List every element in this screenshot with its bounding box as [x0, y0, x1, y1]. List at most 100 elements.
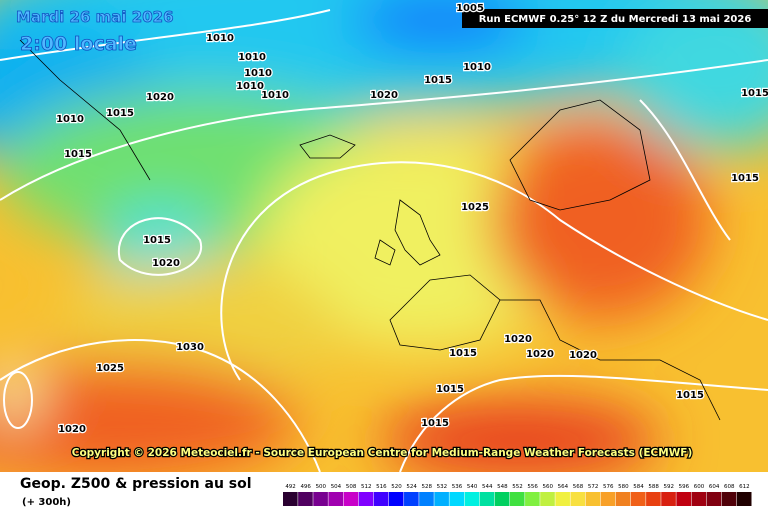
- scale-swatch: [343, 492, 359, 506]
- scale-swatch: [494, 492, 510, 506]
- scale-label: 524: [406, 484, 417, 490]
- scale-swatch: [358, 492, 374, 506]
- scale-label: 572: [588, 484, 599, 490]
- scale-swatch: [600, 492, 616, 506]
- scale-label: 592: [664, 484, 675, 490]
- isobar-label: 1020: [370, 90, 398, 101]
- isobar-label: 1015: [64, 149, 92, 160]
- isobar-label: 1020: [146, 92, 174, 103]
- scale-swatch: [615, 492, 631, 506]
- scale-swatch: [479, 492, 495, 506]
- isobar-label: 1010: [463, 62, 491, 73]
- scale-label: 540: [467, 484, 478, 490]
- isobar-label: 1025: [461, 202, 489, 213]
- isobar-labels: 1005101010101010101010101015101010201020…: [55, 2, 768, 437]
- isobar-label: 1015: [143, 235, 171, 246]
- scale-swatch: [419, 492, 434, 506]
- copyright: Copyright © 2026 Meteociel.fr - Source E…: [72, 447, 693, 459]
- isobar-label: 1020: [526, 349, 554, 360]
- scale-swatch: [585, 492, 601, 506]
- scale-label: 584: [633, 484, 644, 490]
- isobars: [0, 9, 768, 472]
- map-field: [0, 0, 768, 472]
- scale-label: 544: [482, 484, 493, 490]
- scale-swatch: [691, 492, 707, 506]
- scale-label: 556: [527, 484, 538, 490]
- run-banner: [462, 9, 768, 28]
- isobar-label: 1030: [176, 342, 204, 353]
- scale-swatch: [464, 492, 480, 506]
- scale-label: 576: [603, 484, 614, 490]
- scale-label: 528: [421, 484, 432, 490]
- footer-lead: (+ 300h): [22, 497, 71, 508]
- scale-swatch: [313, 492, 328, 506]
- scale-swatch: [298, 492, 313, 506]
- isobar-label: 1015: [436, 384, 464, 395]
- scale-label: 548: [497, 484, 508, 490]
- scale-label: 564: [558, 484, 569, 490]
- scale-label: 552: [512, 484, 523, 490]
- color-scale: 492 496 500 504 508 512 516 520 524 528 532 536 540 5…: [283, 484, 752, 506]
- scale-label: 600: [694, 484, 705, 490]
- scale-label: 492: [285, 484, 296, 490]
- scale-label: 596: [679, 484, 690, 490]
- isobar-label: 1015: [421, 418, 449, 429]
- forecast-date: Mardi 26 mai 2026: [16, 8, 174, 26]
- isobar-label: 1025: [96, 363, 124, 374]
- scale-swatch: [676, 492, 691, 506]
- isobar-label: 1020: [504, 334, 532, 345]
- scale-swatch: [570, 492, 586, 506]
- scale-label: 532: [437, 484, 448, 490]
- run-info: Run ECMWF 0.25° 12 Z du Mercredi 13 mai …: [479, 14, 752, 25]
- isobar-label: 1010: [261, 90, 289, 101]
- scale-swatch: [509, 492, 525, 506]
- scale-swatch: [449, 492, 465, 506]
- scale-label: 500: [316, 484, 327, 490]
- scale-swatch: [388, 492, 404, 506]
- isobar-label: 1020: [152, 258, 180, 269]
- scale-swatch: [540, 492, 555, 506]
- scale-swatch: [373, 492, 389, 506]
- scale-swatch: [434, 492, 449, 506]
- scale-label: 536: [452, 484, 463, 490]
- scale-swatch: [646, 492, 661, 506]
- isobar-label: 1010: [56, 114, 84, 125]
- scale-label: 608: [724, 484, 735, 490]
- isobar-label: 1010: [206, 33, 234, 44]
- scale-swatch: [283, 492, 298, 506]
- scale-swatch: [525, 492, 540, 506]
- scale-swatch: [661, 492, 676, 506]
- isobar-label: 1015: [731, 173, 759, 184]
- scale-label: 612: [739, 484, 750, 490]
- scale-label: 568: [573, 484, 584, 490]
- isobar-label: 1005: [456, 3, 484, 14]
- isobar-label: 1020: [569, 350, 597, 361]
- scale-label: 516: [376, 484, 387, 490]
- scale-label: 588: [648, 484, 659, 490]
- isobar-label: 1015: [741, 88, 768, 99]
- scale-label: 560: [543, 484, 554, 490]
- scale-swatch: [630, 492, 646, 506]
- scale-swatch: [328, 492, 344, 506]
- scale-swatch: [404, 492, 419, 506]
- isobar-label: 1015: [449, 348, 477, 359]
- isobar-label: 1015: [424, 75, 452, 86]
- forecast-time: 2:00 locale: [20, 33, 137, 55]
- scale-swatch: [555, 492, 570, 506]
- scale-label: 496: [300, 484, 311, 490]
- isobar-label: 1015: [106, 108, 134, 119]
- scale-label: 512: [361, 484, 372, 490]
- scale-swatch: [706, 492, 722, 506]
- scale-swatch: [736, 492, 752, 506]
- scale-label: 580: [618, 484, 629, 490]
- scale-label: 504: [331, 484, 342, 490]
- scale-label: 520: [391, 484, 402, 490]
- scale-label: 508: [346, 484, 357, 490]
- footer-title: Geop. Z500 & pression au sol: [20, 476, 252, 492]
- isobar-label: 1010: [238, 52, 266, 63]
- isobar-label: 1020: [58, 424, 86, 435]
- scale-label: 604: [709, 484, 720, 490]
- isobar-label: 1015: [676, 390, 704, 401]
- coastlines: [19, 39, 721, 421]
